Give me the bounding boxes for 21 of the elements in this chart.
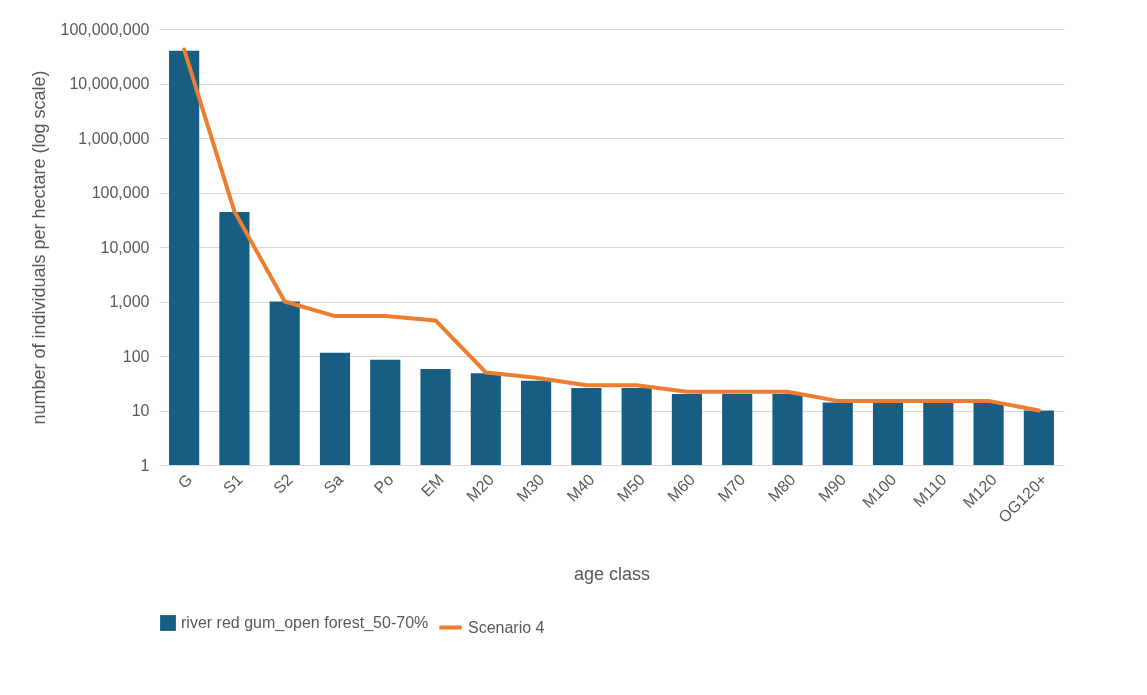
legend-label: Scenario 4 [468, 618, 545, 636]
y-axis-title: number of individuals per hectare (log scale) [28, 70, 49, 425]
x-tick-label: S2 [270, 470, 297, 497]
y-tick-label: 10 [131, 402, 150, 419]
legend-label: river red gum_open forest_50-70% [181, 614, 429, 632]
y-tick-label: 10,000 [100, 238, 150, 256]
y-tick-label: 100,000 [91, 184, 150, 201]
y-tick-label: 1,000 [109, 293, 150, 310]
y-tick-label: 1,000,000 [78, 129, 150, 147]
x-tick-label: Po [370, 470, 397, 497]
x-tick-label: EM [417, 470, 447, 500]
line-series [182, 47, 1041, 413]
y-tick-label: 100 [122, 347, 150, 365]
y-tick-label: 10,000,000 [69, 75, 150, 92]
x-axis-title: age class [573, 563, 651, 584]
x-tick-label: S1 [219, 470, 246, 497]
x-tick-label: M50 [613, 470, 649, 505]
x-tick-label: G [174, 470, 196, 492]
x-tick-label: Sa [320, 470, 347, 497]
y-tick-label: 1 [140, 456, 150, 474]
y-tick-label: 100,000,000 [60, 20, 150, 38]
